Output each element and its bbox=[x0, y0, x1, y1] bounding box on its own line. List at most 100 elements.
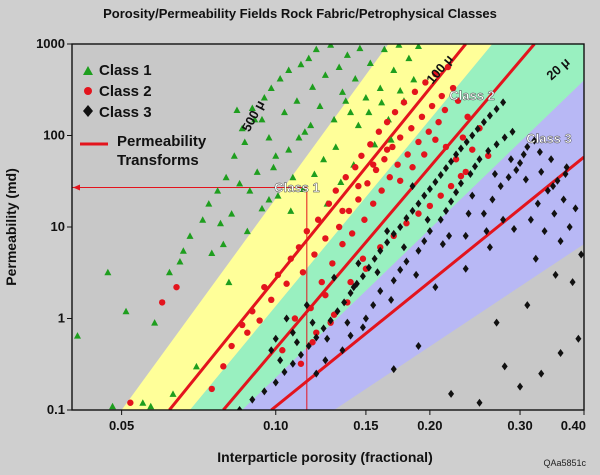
x-tick-label-0.10: 0.10 bbox=[263, 418, 288, 433]
point-class-3-53 bbox=[384, 227, 391, 236]
point-class-3-134 bbox=[465, 209, 472, 218]
point-class-3-114 bbox=[552, 270, 559, 279]
figure-id: QAa5851c bbox=[543, 458, 586, 468]
point-class-1-66 bbox=[228, 210, 236, 217]
point-class-3-3 bbox=[272, 378, 279, 387]
point-class-1-6 bbox=[151, 319, 159, 326]
point-class-3-101 bbox=[538, 369, 545, 378]
point-class-1-81 bbox=[378, 98, 386, 106]
point-class-1-19 bbox=[225, 278, 233, 286]
point-class-2-14 bbox=[283, 280, 290, 287]
point-class-2-32 bbox=[348, 230, 356, 237]
point-class-1-28 bbox=[260, 94, 268, 101]
point-class-1-56 bbox=[380, 45, 388, 53]
point-class-3-20 bbox=[390, 229, 397, 238]
point-class-1-49 bbox=[347, 108, 355, 116]
legend-circle-icon bbox=[84, 87, 92, 95]
point-class-3-111 bbox=[486, 243, 493, 252]
point-class-2-70 bbox=[485, 152, 492, 159]
x-axis-ticks: 0.05 0.10 0.15 0.20 0.30 0.40 bbox=[109, 410, 586, 433]
point-class-2-53 bbox=[411, 88, 419, 96]
point-class-3-82 bbox=[524, 142, 531, 151]
point-class-1-45 bbox=[330, 115, 338, 123]
point-class-3-139 bbox=[350, 283, 357, 292]
point-class-1-3 bbox=[139, 399, 147, 406]
point-class-2-57 bbox=[425, 128, 432, 135]
point-class-3-125 bbox=[469, 191, 476, 200]
point-class-3-18 bbox=[377, 246, 384, 255]
point-class-3-135 bbox=[446, 231, 453, 240]
point-class-3-28 bbox=[437, 171, 444, 180]
point-class-1-52 bbox=[362, 94, 370, 101]
point-class-1-47 bbox=[338, 88, 346, 95]
point-class-2-31 bbox=[345, 207, 353, 215]
point-class-3-97 bbox=[572, 204, 579, 213]
x-tick-label-0.05: 0.05 bbox=[109, 418, 134, 433]
point-class-3-65 bbox=[453, 188, 460, 197]
reference-lines bbox=[72, 184, 308, 410]
point-class-1-37 bbox=[297, 60, 305, 68]
point-class-3-71 bbox=[480, 209, 487, 218]
point-class-3-121 bbox=[309, 318, 316, 327]
point-class-1-64 bbox=[258, 204, 266, 212]
point-class-3-115 bbox=[439, 240, 446, 249]
point-class-3-107 bbox=[390, 365, 397, 374]
point-class-3-23 bbox=[409, 206, 416, 215]
point-class-2-40 bbox=[372, 166, 380, 174]
point-class-2-44 bbox=[383, 118, 391, 126]
point-class-2-12 bbox=[274, 271, 282, 279]
point-class-2-63 bbox=[444, 63, 452, 71]
point-class-3-52 bbox=[377, 286, 384, 295]
point-class-3-95 bbox=[566, 223, 573, 231]
point-class-2-59 bbox=[432, 70, 439, 78]
point-class-2-89 bbox=[330, 311, 338, 318]
point-class-2-85 bbox=[442, 143, 450, 151]
point-class-2-27 bbox=[332, 187, 339, 194]
point-class-3-103 bbox=[476, 398, 483, 407]
point-class-3-73 bbox=[489, 195, 496, 204]
point-class-1-36 bbox=[293, 97, 301, 104]
point-class-3-68 bbox=[467, 169, 474, 178]
point-class-3-62 bbox=[437, 215, 444, 224]
point-class-2-96 bbox=[309, 339, 316, 346]
point-class-1-12 bbox=[192, 362, 200, 370]
band-class-3-field bbox=[242, 80, 584, 410]
point-class-3-81 bbox=[520, 150, 527, 159]
point-class-3-4 bbox=[281, 368, 288, 377]
point-class-2-86 bbox=[452, 156, 460, 163]
point-class-2-10 bbox=[261, 283, 268, 291]
point-class-2-4 bbox=[220, 363, 227, 370]
point-class-3-1 bbox=[249, 395, 256, 404]
point-class-1-18 bbox=[222, 173, 230, 181]
x-axis-label: Interparticle porosity (fractional) bbox=[217, 449, 432, 465]
point-class-1-25 bbox=[248, 104, 256, 111]
point-class-2-5 bbox=[228, 342, 235, 350]
point-class-1-69 bbox=[274, 192, 282, 199]
point-class-3-54 bbox=[390, 276, 397, 285]
point-class-2-83 bbox=[421, 151, 428, 158]
point-class-2-78 bbox=[355, 182, 362, 190]
point-class-1-55 bbox=[376, 84, 384, 92]
point-class-3-7 bbox=[305, 342, 312, 351]
point-class-3-40 bbox=[272, 334, 279, 343]
point-class-3-42 bbox=[293, 338, 300, 347]
point-class-1-46 bbox=[335, 63, 343, 71]
point-class-1-59 bbox=[395, 44, 403, 48]
point-class-3-112 bbox=[511, 225, 518, 234]
band-label-class-1: Class 1 bbox=[274, 180, 320, 195]
point-class-2-46 bbox=[389, 143, 396, 151]
point-class-2-9 bbox=[256, 317, 263, 324]
point-class-1-34 bbox=[285, 66, 293, 73]
point-class-3-30 bbox=[448, 157, 455, 166]
point-class-1-53 bbox=[366, 59, 374, 66]
point-class-3-123 bbox=[277, 356, 284, 365]
point-class-3-137 bbox=[400, 243, 407, 252]
point-class-3-47 bbox=[339, 346, 346, 355]
point-class-3-113 bbox=[532, 254, 539, 263]
point-class-3-26 bbox=[426, 185, 433, 194]
point-class-3-119 bbox=[344, 318, 351, 327]
point-class-3-9 bbox=[320, 324, 327, 333]
point-class-1-14 bbox=[205, 200, 213, 207]
point-class-2-54 bbox=[415, 138, 422, 146]
point-class-1-77 bbox=[332, 143, 340, 150]
